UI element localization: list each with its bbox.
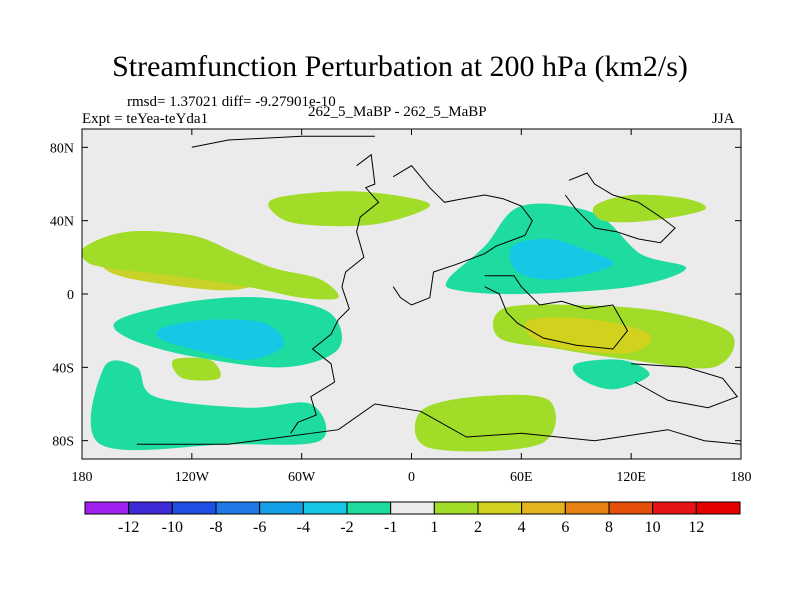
coastline-5 [631,363,739,409]
colorbar-swatch [302,501,348,515]
x-tick-label: 60E [510,470,533,485]
x-tick-label: 180 [72,470,93,485]
colorbar-swatch [433,501,479,515]
colorbar-swatch [346,501,392,515]
colorbar-swatch [521,501,566,515]
x-tick-label: 180 [731,470,752,485]
y-tick-label: 40S [52,361,74,376]
chart-title: Streamfunction Perturbation at 200 hPa (… [112,50,688,83]
colorbar-swatch [215,501,261,515]
y-tick-label: 80S [52,435,74,450]
colorbar-label: 4 [518,519,526,536]
coastline-3 [564,172,676,244]
colorbar-label: 8 [605,519,613,536]
coastlines [136,135,742,445]
colorbar-swatch [84,501,130,515]
season-label: JJA [712,111,735,127]
colorbar-swatch [171,501,217,515]
colorbar-label: -4 [297,519,310,536]
coastline-2 [484,275,629,350]
y-tick-label: 80N [50,141,74,156]
colorbar-label: -6 [253,519,266,536]
colorbar-label: 2 [474,519,482,536]
region-nw-pacific-positive [592,194,707,223]
colorbar-label: 12 [688,519,704,536]
x-tick-label: 120E [616,470,646,485]
colorbar-label: -8 [209,519,222,536]
y-tick-label: 0 [67,288,74,303]
colorbar-label: 10 [645,519,661,536]
region-asia-negative-core [509,238,614,280]
region-indian-ocean-core [524,317,652,354]
colorbar-label: 6 [561,519,569,536]
colorbar-label: -10 [162,519,183,536]
axes: 180 120W 60W 0 60E 120E 180 80N 40N 0 40S 80S [50,129,752,485]
coastline-6 [191,135,375,148]
experiment-label: Expt = teYea-teYda1 [82,111,209,127]
coastline-0 [290,153,380,434]
stats-label: rmsd= 1.37021 diff= -9.27901e-10 [127,94,336,110]
colorbar-swatch [652,501,697,515]
region-south-indian-negative [572,359,650,390]
x-tick-label: 0 [408,470,415,485]
colorbar-label: -12 [118,519,139,536]
region-eq-pacific-band [82,230,339,300]
x-tick-label: 60W [288,470,316,485]
colorbar-swatch [390,501,435,515]
coastline-1 [392,165,533,306]
colorbar-swatch [128,501,173,515]
region-south-pacific-core [156,319,284,361]
colorbar-label: -1 [384,519,397,536]
case-label: 262_5_MaBP - 262_5_MaBP [308,104,487,120]
colorbar-swatch [564,501,610,515]
coastline-4 [136,403,742,445]
colorbar-label: 1 [430,519,438,536]
colorbar-swatch [477,501,523,515]
x-tick-label: 120W [175,470,210,485]
colorbar-swatch [259,501,304,515]
colorbar: -12 -10 -8 -6 -4 -2 -1 1 2 4 6 8 10 12 [84,501,741,536]
colorbar-swatch [695,501,741,515]
y-tick-label: 40N [50,215,74,230]
region-north-atlantic-positive [268,191,431,227]
region-south-atlantic-weak [171,357,221,381]
contour-regions [82,191,735,452]
region-southern-ocean-negative [90,360,327,451]
region-south-atlantic-positive [414,394,556,452]
colorbar-label: -2 [340,519,353,536]
colorbar-swatch [608,501,654,515]
